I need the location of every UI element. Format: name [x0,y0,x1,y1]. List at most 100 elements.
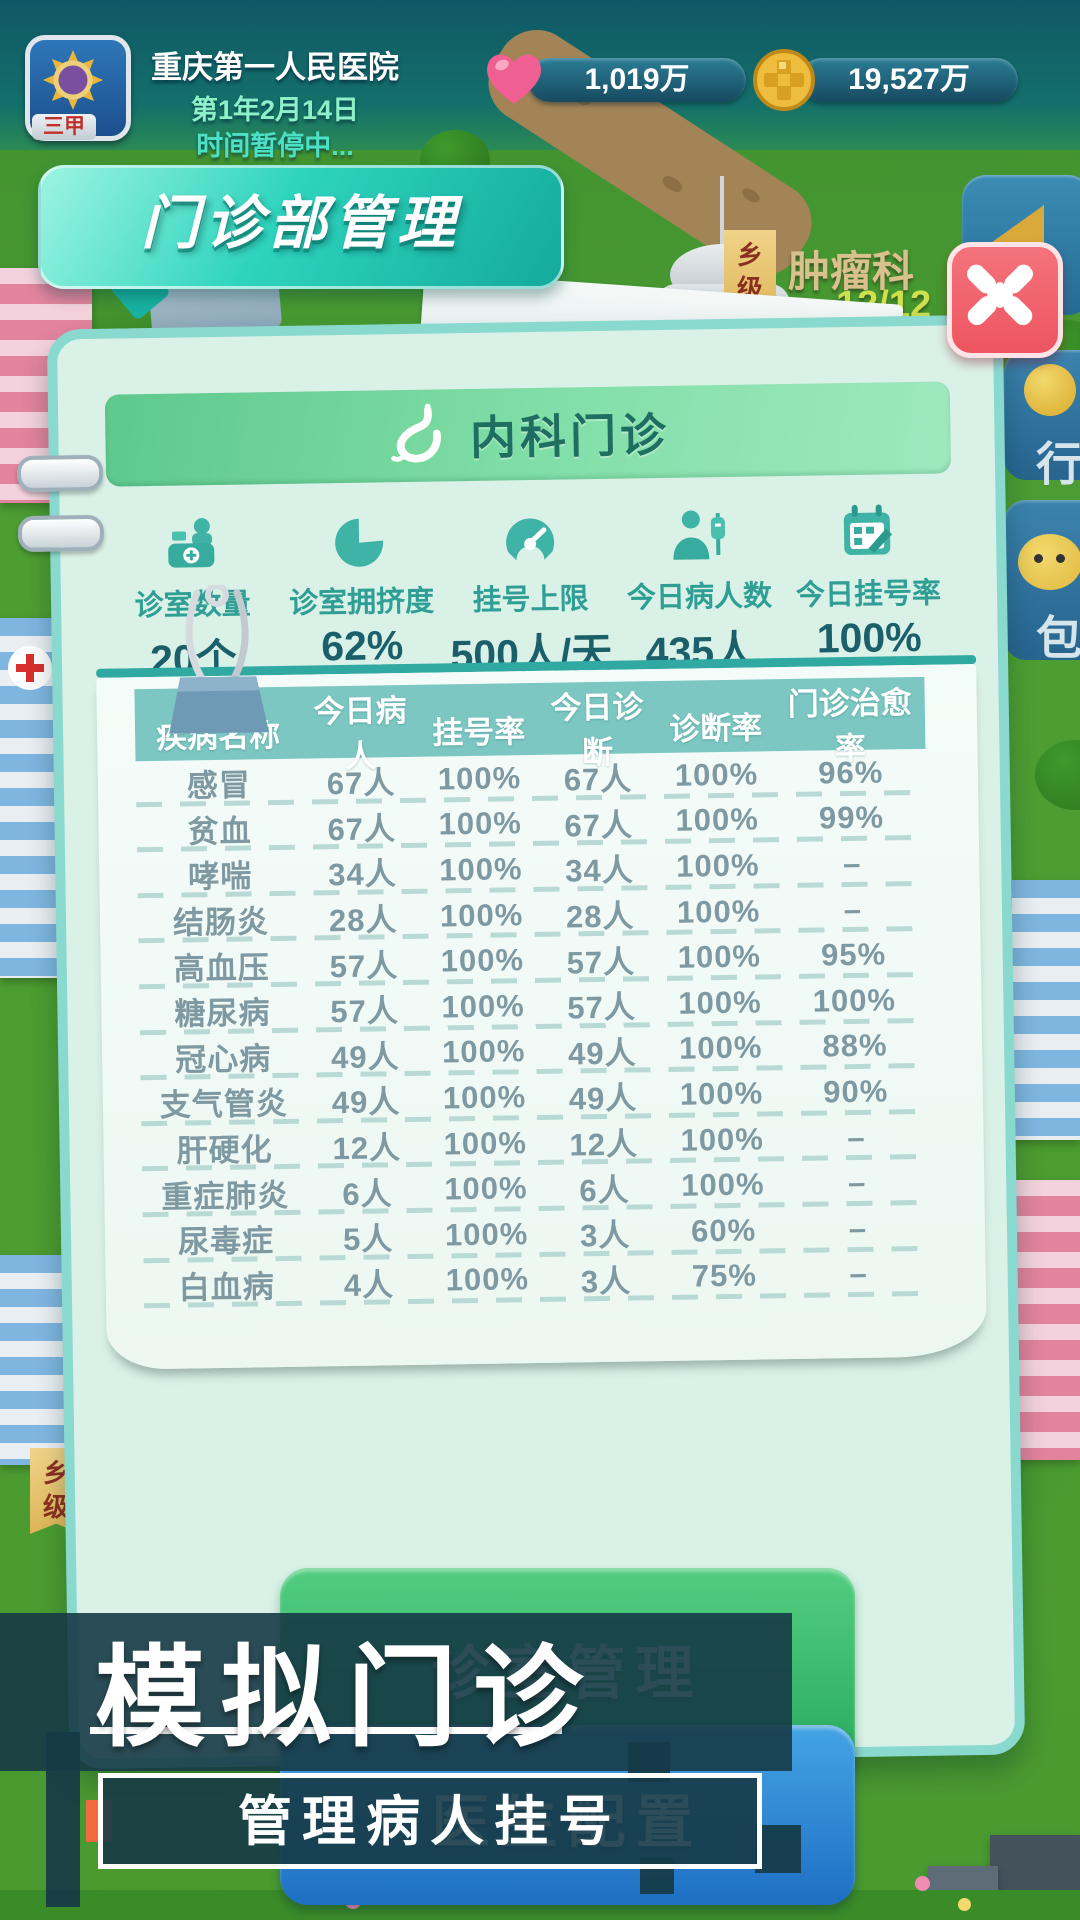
cell-disease: 肝硬化 [176,1132,273,1169]
cell-diag-rate: 100% [677,938,762,975]
dept-header-bar: 内科门诊 [104,381,952,487]
hospital-grade-badge[interactable]: 三甲 [25,35,131,141]
stat-label: 挂号上限 [472,583,589,617]
cell-reg-rate: 100% [438,805,523,842]
cell-reg-rate: 100% [439,896,524,934]
close-icon [967,264,1033,326]
cell-disease: 高血压 [173,949,271,987]
cell-cure-rate: 88% [822,1027,888,1064]
cell-cure-rate: 99% [818,799,885,836]
cell-reg-rate: 100% [443,1124,528,1162]
gold-icon [1024,364,1076,416]
cell-diagnosed: 34人 [564,852,634,890]
time-paused-status: 时间暂停中... [196,131,354,161]
binder-ring-icon [17,514,105,553]
cell-cure-rate: 95% [820,936,887,973]
cell-cure-rate: 100% [812,982,897,1019]
cell-cure-rate: 96% [817,754,884,791]
cell-reg-rate: 100% [437,760,522,797]
coin-icon [752,48,816,112]
cell-reg-rate: 100% [440,942,525,979]
cell-diagnosed: 57人 [566,944,636,981]
cell-patients: 4人 [343,1267,395,1303]
col-reg-rate: 挂号率 [431,713,526,751]
coins-value: 19,527万 [848,63,970,96]
stat-registration-rate: 今日挂号率 100% [782,493,953,662]
cell-diag-rate: 100% [674,756,759,793]
dept-name-label: 肿瘤科 [788,248,915,295]
dept-panel-title: 内科门诊 [469,408,671,464]
cell-patients: 12人 [332,1130,402,1167]
hearts-value: 1,019万 [584,63,690,96]
binder-clip-icon [161,582,275,738]
cell-diag-rate: 100% [680,1120,765,1158]
cell-patients: 49人 [330,1039,400,1076]
cell-patients: 67人 [326,765,396,802]
stats-row: 诊室数量 20个 诊室拥挤度 62% [107,493,954,683]
cell-disease: 结肠炎 [172,904,270,941]
page-title: 门诊部管理 [140,191,461,256]
cell-diagnosed: 49人 [568,1080,638,1117]
pixel-decor [46,1732,80,1907]
heart-icon [482,48,546,108]
pie-chart-icon [276,501,446,574]
gauge-icon [444,499,614,572]
patient-iv-icon [613,496,783,569]
cell-diag-rate: 60% [690,1212,757,1249]
cell-disease: 糖尿病 [174,995,271,1032]
bag-button[interactable]: 包 [1004,500,1080,664]
cell-disease: 尿毒症 [177,1223,275,1260]
stat-label: 诊室拥挤度 [288,585,435,620]
cell-diag-rate: 75% [691,1257,758,1294]
tutorial-headline: 模拟门诊 [95,1638,599,1760]
cell-diagnosed: 67人 [563,761,633,798]
outpatient-panel: 内科门诊 诊室数量 20个 [16,314,1026,1770]
cell-reg-rate: 100% [444,1215,529,1253]
hearts-counter[interactable]: 1,019万 [528,58,746,102]
cell-cure-rate: – [849,1256,869,1292]
report-paper: 疾病名称 今日病人 挂号率 今日诊断 诊断率 门诊治愈率 感冒 67人 100%… [96,664,987,1370]
grade-medal-icon [43,50,103,110]
stat-room-count: 诊室数量 20个 [107,504,278,683]
cell-diag-rate: 100% [679,1075,764,1112]
coins-counter[interactable]: 19,527万 [800,58,1018,102]
game-date: 第1年2月14日 [190,95,360,125]
cell-diagnosed: 3人 [580,1263,632,1300]
cell-diag-rate: 100% [678,1029,763,1067]
binder-ring-icon [16,454,104,493]
cell-diagnosed: 57人 [567,989,637,1026]
bag-button-label: 包 [1036,612,1080,664]
flower [958,1898,971,1911]
hospital-name: 重庆第一人民医院 [151,50,399,85]
stomach-icon [385,402,448,470]
chick-icon [1018,534,1080,590]
cell-reg-rate: 100% [441,1033,526,1070]
cell-disease: 白血病 [178,1268,276,1306]
cell-diag-rate: 100% [680,1166,765,1203]
background-building [1012,880,1080,1140]
close-button[interactable] [947,242,1063,358]
stat-registration-cap: 挂号上限 500人/天 [444,499,615,678]
stat-label: 今日病人数 [626,580,773,615]
cell-diagnosed: 49人 [567,1035,637,1072]
tutorial-subtitle-box: 管理病人挂号 [98,1773,762,1869]
bank-button[interactable]: 行 [1004,350,1080,490]
red-cross-sign [8,646,52,690]
tutorial-underline [90,1727,562,1734]
cell-patients: 57人 [329,947,399,984]
cell-diag-rate: 100% [675,847,760,884]
stat-patients-today: 今日病人数 435人 [613,496,784,675]
col-diag-rate: 诊断率 [668,709,763,747]
cell-diag-rate: 100% [676,893,761,930]
cell-cure-rate: – [843,891,863,927]
cell-patients: 5人 [342,1221,394,1258]
cell-diagnosed: 28人 [565,898,635,935]
cell-patients: 67人 [327,811,397,848]
cell-reg-rate: 100% [441,987,525,1025]
cell-disease: 支气管炎 [159,1086,289,1124]
cell-diagnosed: 3人 [579,1217,631,1254]
reception-desk-icon [107,504,277,577]
cell-patients: 34人 [327,856,397,893]
title-banner: 门诊部管理 [38,165,564,289]
